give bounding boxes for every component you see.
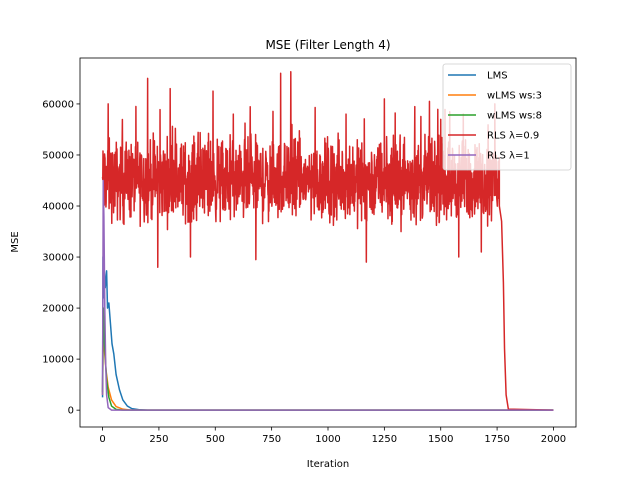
plot-area [101,71,554,411]
series-line-wLMS ws:3 [101,327,554,411]
x-tick-label: 1750 [484,434,509,445]
legend-label: LMS [487,71,508,82]
legend: LMS wLMS ws:3 wLMS ws:8 RLS λ=0.9 RLS λ=1 [442,63,572,171]
x-tick-label: 2000 [541,434,566,445]
series-line-LMS [101,256,554,411]
x-tick-label: 1500 [428,434,453,445]
legend-label: wLMS ws:8 [487,111,542,122]
y-tick-label: 50000 [42,150,74,161]
x-axis: 0 250 500 750 1000 1250 1500 1750 2000 [99,427,566,445]
x-tick-label: 1250 [372,434,397,445]
legend-label: wLMS ws:3 [487,91,542,102]
y-axis: 0 10000 20000 30000 40000 50000 60000 [42,99,80,417]
y-tick-label: 10000 [42,355,74,366]
y-tick-label: 20000 [42,304,74,315]
x-axis-label: Iteration [307,459,349,470]
x-tick-label: 500 [206,434,225,445]
series-line-RLS λ=0.9 [101,71,554,411]
x-tick-label: 0 [99,434,105,445]
x-tick-label: 250 [149,434,168,445]
series-line-RLS λ=1 [101,179,554,411]
legend-label: RLS λ=1 [487,151,530,162]
x-tick-label: 1000 [315,434,340,445]
y-tick-label: 0 [68,406,74,417]
x-tick-label: 750 [262,434,281,445]
series-line-wLMS ws:8 [101,307,554,411]
legend-box [442,63,572,171]
legend-label: RLS λ=0.9 [487,131,539,142]
y-tick-label: 30000 [42,253,74,264]
y-tick-label: 60000 [42,99,74,110]
y-axis-label: MSE [10,231,21,252]
chart-title: MSE (Filter Length 4) [265,38,390,52]
y-tick-label: 40000 [42,202,74,213]
